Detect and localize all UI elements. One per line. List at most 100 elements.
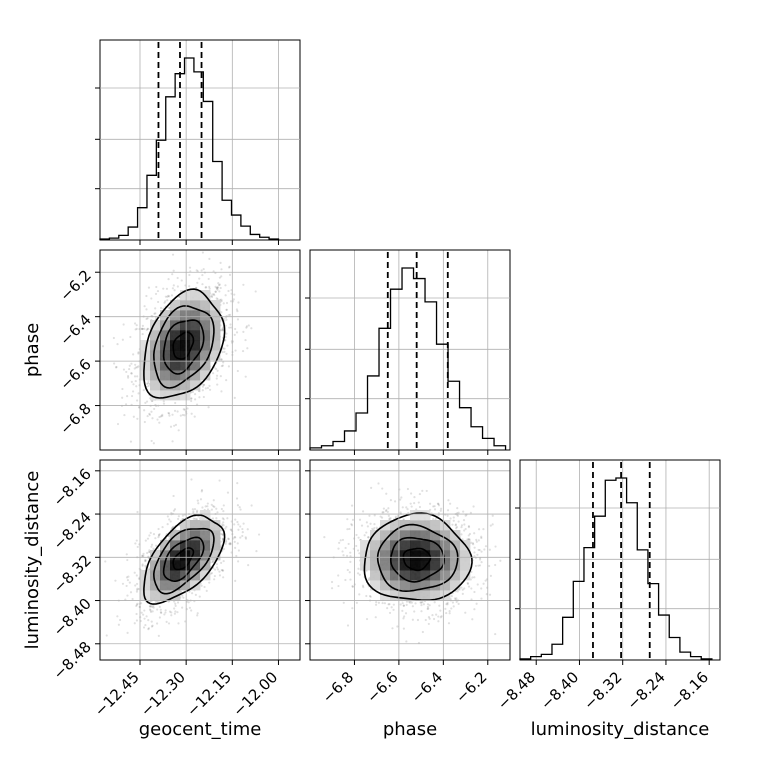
scatter-point (437, 502, 440, 505)
scatter-point (147, 550, 151, 554)
hist-phase-step-line (309, 267, 507, 450)
scatter-point (460, 533, 463, 536)
scatter-point (241, 349, 245, 353)
scatter-point (188, 606, 191, 609)
scatter-point (457, 602, 460, 606)
density-cell (180, 520, 191, 531)
scatter-point (350, 523, 353, 526)
scatter-point (128, 581, 131, 584)
density-cell (170, 380, 181, 391)
scatter-point (462, 510, 465, 513)
density-cell (160, 580, 171, 591)
scatter-point (176, 285, 179, 288)
scatter-point (477, 528, 481, 531)
scatter-point (480, 550, 483, 553)
scatter-point (143, 305, 146, 308)
scatter-point (467, 525, 471, 529)
scatter-point (157, 527, 160, 531)
density-cell (160, 350, 171, 361)
scatter-point (475, 602, 478, 605)
scatter-point (235, 554, 238, 558)
scatter-point (142, 554, 145, 557)
density-cell (160, 540, 171, 551)
scatter-point (341, 538, 345, 542)
scatter-point (145, 317, 148, 321)
density-cell (200, 570, 211, 581)
scatter-point (151, 610, 154, 613)
scatter-point (448, 609, 451, 613)
scatter-point (177, 622, 180, 625)
scatter-point (208, 285, 211, 288)
scatter-point (162, 400, 165, 403)
scatter-point (144, 559, 147, 562)
scatter-point (212, 372, 215, 375)
density-cell (190, 550, 201, 561)
density-cell (160, 390, 171, 401)
scatter-point (154, 307, 157, 310)
scatter-point (361, 584, 365, 587)
scatter-point (215, 563, 219, 566)
density-cell (180, 330, 191, 341)
scatter-point (157, 300, 160, 304)
scatter-point (200, 584, 203, 587)
scatter-point (365, 594, 368, 598)
scatter-point (167, 294, 170, 297)
density-cell (190, 290, 201, 301)
scatter-point (142, 626, 146, 629)
scatter-point (433, 505, 436, 508)
scatter-point (389, 517, 392, 520)
scatter-point (150, 620, 153, 623)
scatter-point (134, 542, 137, 545)
scatter-point (198, 396, 201, 399)
scatter-point (454, 524, 457, 527)
scatter-point (180, 279, 183, 282)
density-cell (150, 320, 161, 331)
scatter-point (406, 508, 409, 511)
scatter-point (201, 389, 204, 392)
scatter-point (202, 383, 206, 387)
scatter-point (187, 601, 190, 604)
scatter-point (358, 593, 361, 596)
scatter-point (457, 520, 460, 523)
scatter-point (244, 537, 248, 540)
scatter-point (202, 268, 205, 271)
scatter-point (473, 576, 476, 579)
scatter-point (464, 514, 467, 517)
scatter-point (229, 323, 232, 326)
scatter-point (167, 600, 170, 603)
scatter-point (133, 571, 136, 574)
scatter-point (402, 604, 405, 607)
scatter-point (446, 509, 450, 512)
density-cell (140, 580, 151, 591)
scatter-point (407, 511, 410, 515)
scatter-point (214, 290, 217, 293)
density-phase-luminosity-distance-content (323, 482, 502, 645)
scatter-point (232, 298, 235, 301)
scatter-point (174, 604, 177, 607)
scatter-point (208, 384, 211, 388)
scatter-point (415, 508, 418, 511)
scatter-point (432, 617, 436, 621)
density-cell (190, 520, 201, 531)
scatter-point (116, 342, 119, 346)
scatter-point (463, 529, 466, 532)
scatter-point (220, 311, 223, 314)
scatter-point (348, 571, 351, 574)
scatter-point (222, 504, 225, 507)
scatter-point (167, 411, 170, 415)
scatter-point (480, 597, 483, 600)
scatter-point (388, 517, 391, 520)
scatter-point (414, 602, 417, 605)
scatter-point (245, 326, 248, 329)
scatter-point (373, 514, 376, 517)
scatter-point (221, 569, 225, 572)
scatter-point (470, 541, 473, 544)
scatter-point (206, 386, 209, 390)
scatter-point (194, 398, 197, 401)
scatter-point (480, 536, 483, 540)
scatter-point (150, 625, 154, 628)
density-cell (190, 300, 201, 311)
scatter-point (199, 498, 203, 501)
scatter-point (480, 561, 483, 564)
scatter-point (351, 585, 355, 588)
